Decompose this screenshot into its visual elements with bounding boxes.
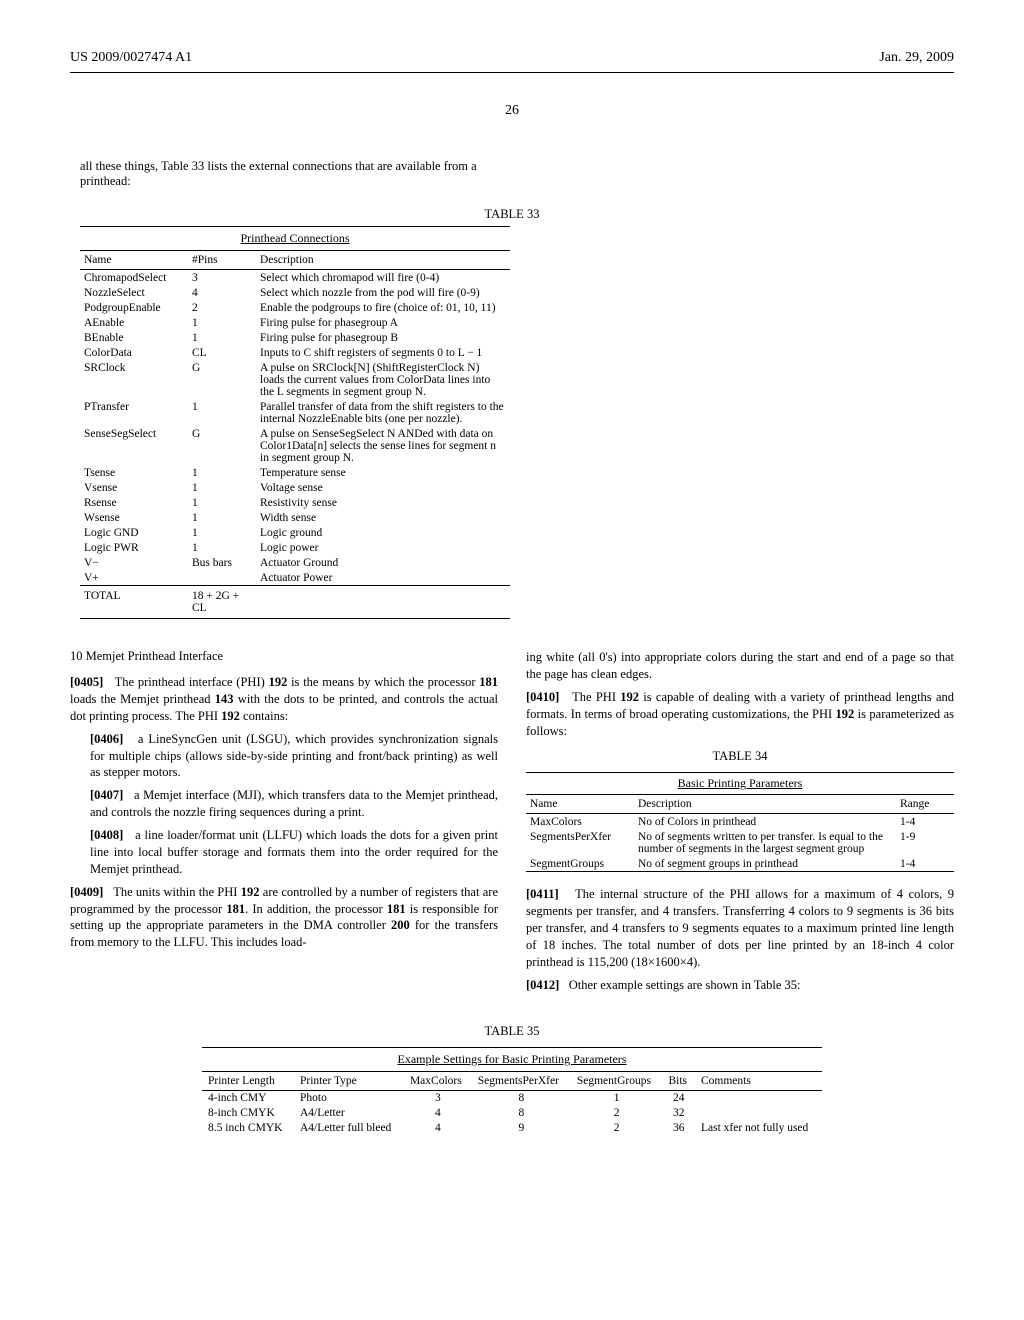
header-rule — [70, 72, 954, 73]
t33-h3: Description — [256, 251, 510, 270]
t35-h3: MaxColors — [404, 1071, 472, 1090]
table-row: Rsense1Resistivity sense — [80, 495, 510, 510]
table35: Example Settings for Basic Printing Para… — [202, 1047, 822, 1136]
table-row: PodgroupEnable2Enable the podgroups to f… — [80, 300, 510, 315]
table-row: BEnable1Firing pulse for phasegroup B — [80, 330, 510, 345]
t33-h2: #Pins — [188, 251, 256, 270]
t35-h2: Printer Type — [294, 1071, 404, 1090]
table-row: PTransfer1Parallel transfer of data from… — [80, 399, 510, 426]
table-row: ChromapodSelect3Select which chromapod w… — [80, 270, 510, 286]
t35-h7: Comments — [695, 1071, 822, 1090]
table-row: SenseSegSelectGA pulse on SenseSegSelect… — [80, 426, 510, 465]
right-column: ing white (all 0's) into appropriate col… — [526, 649, 954, 1000]
page-number: 26 — [70, 103, 954, 119]
page-header: US 2009/0027474 A1 Jan. 29, 2009 — [70, 50, 954, 66]
t33-total-desc — [256, 586, 510, 619]
t33-total-name: TOTAL — [80, 586, 188, 619]
table-row: Tsense1Temperature sense — [80, 465, 510, 480]
table-row: 8-inch CMYKA4/Letter48232 — [202, 1106, 822, 1121]
header-left: US 2009/0027474 A1 — [70, 50, 192, 66]
para-0406: [0406] a LineSyncGen unit (LSGU), which … — [90, 731, 498, 782]
t34-h1: Name — [526, 795, 634, 814]
table34: Basic Printing Parameters Name Descripti… — [526, 772, 954, 872]
table35-title: Example Settings for Basic Printing Para… — [202, 1048, 822, 1071]
t34-h2: Description — [634, 795, 896, 814]
t33-total-pins: 18 + 2G + CL — [188, 586, 256, 619]
t35-h1: Printer Length — [202, 1071, 294, 1090]
intro-text: all these things, Table 33 lists the ext… — [80, 159, 520, 189]
t33-h1: Name — [80, 251, 188, 270]
table34-title: Basic Printing Parameters — [526, 773, 954, 794]
para-0408: [0408] a line loader/format unit (LLFU) … — [90, 827, 498, 878]
table-row: Logic PWR1Logic power — [80, 540, 510, 555]
para-cont: ing white (all 0's) into appropriate col… — [526, 649, 954, 683]
para-0407: [0407] a Memjet interface (MJI), which t… — [90, 787, 498, 821]
t34-h3: Range — [896, 795, 954, 814]
table-row: Vsense1Voltage sense — [80, 480, 510, 495]
table33: Printhead Connections Name #Pins Descrip… — [80, 226, 510, 619]
table-row: MaxColorsNo of Colors in printhead1-4 — [526, 814, 954, 830]
table-row: SRClockGA pulse on SRClock[N] (ShiftRegi… — [80, 360, 510, 399]
table-row: V+Actuator Power — [80, 570, 510, 586]
para-0410: [0410] The PHI 192 is capable of dealing… — [526, 689, 954, 740]
table35-caption: TABLE 35 — [70, 1024, 954, 1039]
table-row: AEnable1Firing pulse for phasegroup A — [80, 315, 510, 330]
table-row: Logic GND1Logic ground — [80, 525, 510, 540]
table33-title: Printhead Connections — [80, 227, 510, 250]
table-row: SegmentsPerXferNo of segments written to… — [526, 829, 954, 856]
t35-h6: Bits — [662, 1071, 695, 1090]
para-0409: [0409] The units within the PHI 192 are … — [70, 884, 498, 952]
header-right: Jan. 29, 2009 — [879, 50, 954, 66]
table-row: V−Bus barsActuator Ground — [80, 555, 510, 570]
table33-caption: TABLE 33 — [70, 207, 954, 222]
left-column: 10 Memjet Printhead Interface [0405] The… — [70, 649, 498, 1000]
table-row: 8.5 inch CMYKA4/Letter full bleed49236La… — [202, 1121, 822, 1136]
table-row: Wsense1Width sense — [80, 510, 510, 525]
table-row: ColorDataCLInputs to C shift registers o… — [80, 345, 510, 360]
para-0411: [0411] The internal structure of the PHI… — [526, 886, 954, 970]
table-row: NozzleSelect4Select which nozzle from th… — [80, 285, 510, 300]
section-heading: 10 Memjet Printhead Interface — [70, 649, 498, 664]
t35-h5: SegmentGroups — [571, 1071, 663, 1090]
table34-caption: TABLE 34 — [526, 749, 954, 764]
table-row: SegmentGroupsNo of segment groups in pri… — [526, 856, 954, 871]
para-0412: [0412] Other example settings are shown … — [526, 977, 954, 994]
para-0405: [0405] The printhead interface (PHI) 192… — [70, 674, 498, 725]
table-row: 4-inch CMYPhoto38124 — [202, 1090, 822, 1106]
t35-h4: SegmentsPerXfer — [472, 1071, 571, 1090]
